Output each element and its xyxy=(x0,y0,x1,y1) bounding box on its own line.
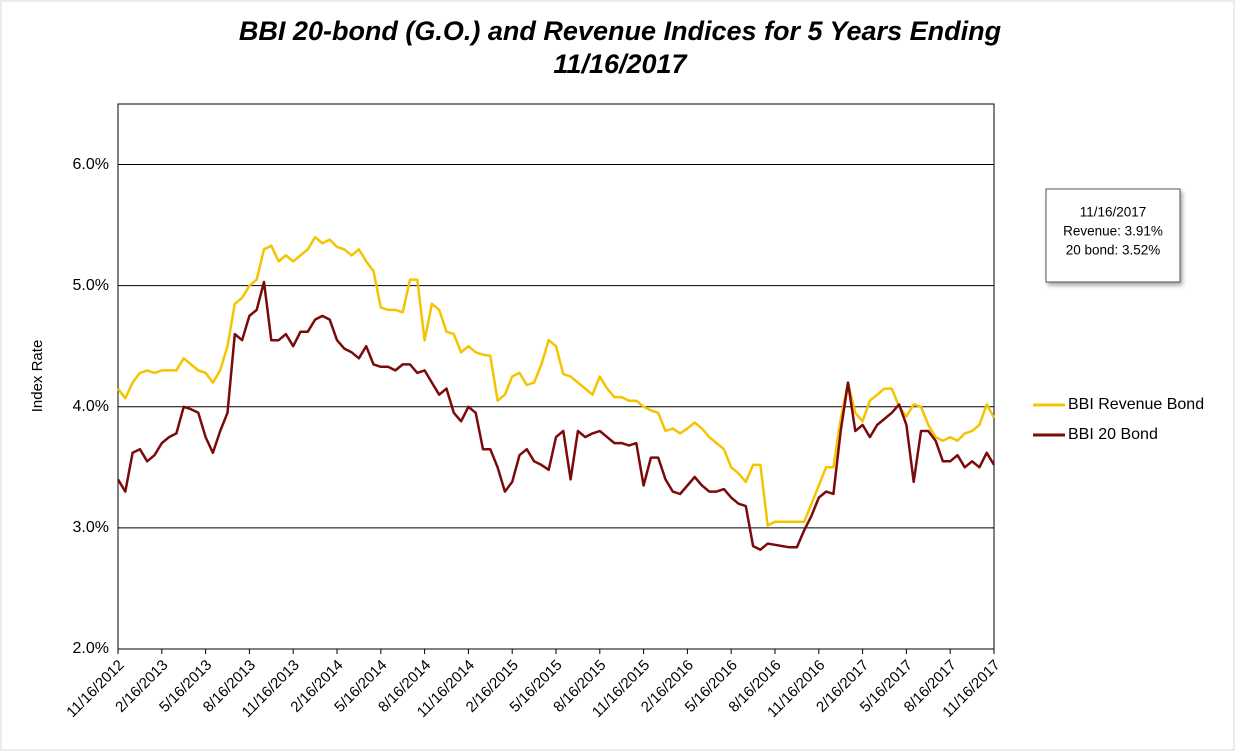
annotation: 11/16/2017 xyxy=(1080,205,1147,220)
y-tick-label: 5.0% xyxy=(73,277,109,294)
chart-title: 11/16/2017 xyxy=(553,49,688,79)
y-tick-label: 6.0% xyxy=(73,156,109,173)
annotation: Revenue: 3.91% xyxy=(1063,224,1163,239)
annotation-box xyxy=(1045,188,1181,283)
y-tick-label: 2.0% xyxy=(73,640,109,657)
y-axis-label: Index Rate xyxy=(29,340,46,413)
y-tick-label: 4.0% xyxy=(73,398,109,415)
chart-title: BBI 20-bond (G.O.) and Revenue Indices f… xyxy=(239,16,1002,46)
series-line xyxy=(116,280,996,551)
legend-label: BBI 20 Bond xyxy=(1068,426,1158,443)
y-tick-label: 3.0% xyxy=(73,519,109,536)
annotation: 20 bond: 3.52% xyxy=(1066,243,1161,258)
legend-label: BBI Revenue Bond xyxy=(1068,396,1204,413)
